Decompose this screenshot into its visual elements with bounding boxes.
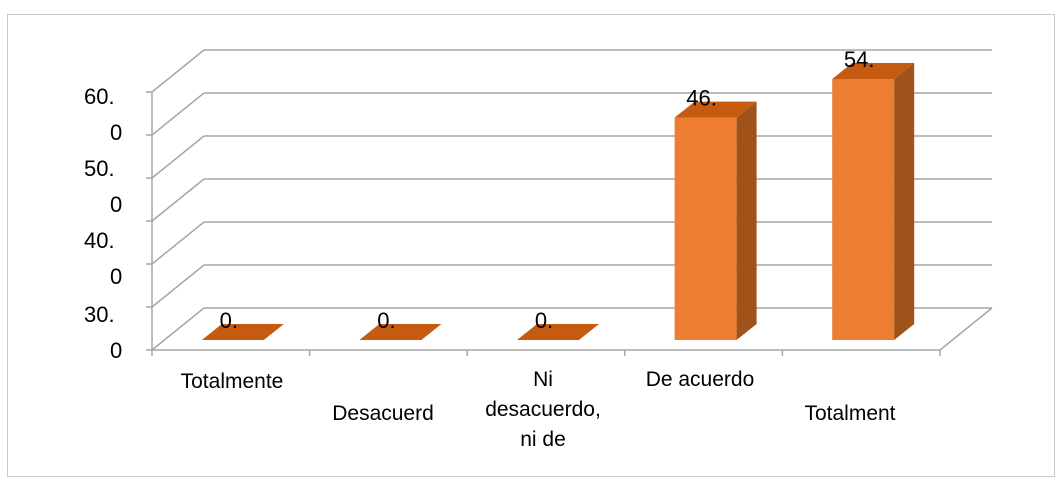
- category-label: Totalment: [804, 402, 895, 425]
- data-label: 0.: [220, 308, 238, 333]
- y-tick-label: 60. 0: [84, 84, 122, 145]
- bar-top: [201, 324, 284, 340]
- bar-top: [359, 324, 442, 340]
- gridline-diagonal: [151, 92, 205, 136]
- data-label: 46.: [686, 86, 717, 111]
- gridline-diagonal: [151, 264, 205, 308]
- floor-right-edge: [939, 307, 993, 351]
- gridline-diagonal: [151, 221, 205, 265]
- data-label: 0.: [377, 308, 395, 333]
- bar-front: [674, 117, 737, 341]
- bar-side: [736, 101, 757, 341]
- gridline-diagonal: [151, 135, 205, 179]
- category-label: Ni desacuerdo, ni de: [485, 368, 601, 451]
- bar-top: [517, 324, 599, 340]
- gridline-diagonal: [151, 49, 205, 93]
- y-tick-label: 50. 0: [84, 156, 122, 217]
- bars: [201, 63, 915, 341]
- category-label: Totalmente: [181, 370, 284, 393]
- category-label: Desacuerd: [332, 402, 434, 425]
- bar-top: [832, 63, 915, 79]
- bar-front: [832, 79, 895, 340]
- axes: [146, 91, 993, 356]
- gridline-diagonal: [151, 178, 205, 222]
- data-label: 0.: [535, 308, 553, 333]
- y-tick-labels: 30. 0 40. 0 50. 0 60. 0: [84, 84, 122, 363]
- gridline-diagonal: [151, 307, 205, 351]
- category-label: De acuerdo: [646, 368, 755, 391]
- bar-side: [894, 63, 915, 340]
- category-labels: Totalmente Desacuerd Ni desacuerdo, ni de De …: [181, 368, 896, 451]
- bar-top: [674, 101, 757, 118]
- data-labels: 0. 0. 0. 46. 54.: [220, 47, 875, 333]
- data-label: 54.: [844, 47, 875, 72]
- y-tick-label: 40. 0: [84, 228, 122, 289]
- y-tick-label: 30. 0: [84, 302, 122, 363]
